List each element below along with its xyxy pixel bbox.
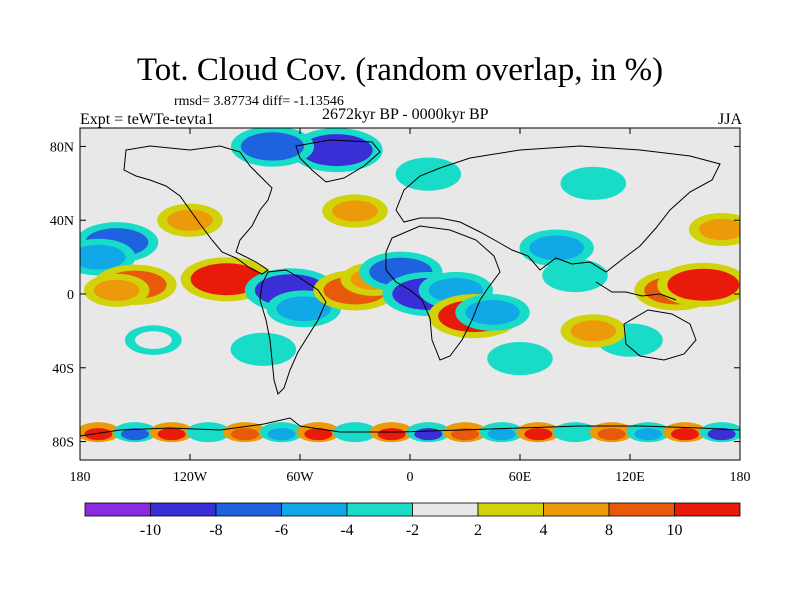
southern-band-cell bbox=[414, 428, 443, 441]
anomaly-region bbox=[80, 244, 126, 270]
colorbar-label: 10 bbox=[667, 522, 683, 539]
colorbar-bin bbox=[346, 502, 413, 517]
southern-band-cell bbox=[231, 428, 259, 441]
lat-tick-label: 80N bbox=[50, 140, 74, 155]
anomaly-region bbox=[190, 263, 263, 296]
southern-band-cell bbox=[451, 428, 479, 441]
colorbar-bin bbox=[477, 502, 544, 517]
lon-tick-label: 180 bbox=[70, 470, 91, 485]
latitude-axis: 80N 40N 0 40S 80S bbox=[50, 140, 740, 451]
southern-band-cell bbox=[597, 428, 626, 441]
colorbar-label: 2 bbox=[474, 522, 482, 539]
colorbar-bin bbox=[150, 502, 217, 517]
anomaly-region bbox=[465, 300, 520, 325]
lat-tick-label: 40N bbox=[50, 214, 74, 229]
southern-band-cell bbox=[377, 428, 406, 441]
coastline-eurasia bbox=[395, 145, 721, 273]
southern-band-cell bbox=[524, 428, 553, 441]
lon-tick-label: 60E bbox=[509, 470, 532, 485]
period-label: 2672kyr BP - 0000kyr BP bbox=[322, 106, 489, 123]
coastline-africa bbox=[385, 225, 501, 361]
coastline-australia bbox=[623, 309, 697, 361]
lon-tick-label: 0 bbox=[407, 470, 414, 485]
coastline-greenland bbox=[295, 139, 381, 183]
anomaly-region bbox=[698, 218, 740, 241]
colorbar-bin bbox=[215, 502, 282, 517]
southern-band-cell bbox=[194, 428, 223, 441]
southern-band-cell bbox=[341, 428, 369, 441]
southern-band-cell bbox=[304, 428, 333, 441]
rmsd-diff-stats: rmsd= 3.87734 diff= -1.13546 bbox=[174, 94, 344, 109]
anomaly-region bbox=[529, 235, 584, 261]
lat-tick-label: 80S bbox=[52, 436, 74, 451]
colorbar-bin bbox=[543, 502, 610, 517]
colorbar-label: -2 bbox=[406, 522, 419, 539]
anomaly-region bbox=[570, 172, 617, 194]
coastline-south-america bbox=[259, 269, 327, 395]
anomaly-region bbox=[167, 209, 213, 231]
lat-tick-label: 0 bbox=[67, 288, 74, 303]
colorbar-bin bbox=[674, 502, 741, 517]
southern-band-cell bbox=[267, 428, 296, 441]
lon-tick-label: 60W bbox=[286, 470, 314, 485]
colorbar-label: 4 bbox=[540, 522, 548, 539]
colorbar-label: -4 bbox=[340, 522, 353, 539]
anomaly-region bbox=[332, 200, 378, 222]
colorbar-label: -8 bbox=[209, 522, 222, 539]
coastline-maritime-continent bbox=[595, 281, 677, 301]
colorbar-bin bbox=[281, 502, 348, 517]
lon-tick-label: 180 bbox=[730, 470, 751, 485]
longitude-axis: 180 120W 60W 0 60E 120E 180 bbox=[70, 128, 751, 485]
lat-tick-label: 40S bbox=[52, 362, 74, 377]
colorbar-bin bbox=[84, 502, 151, 517]
southern-band-cell bbox=[707, 428, 736, 441]
plot-title: Tot. Cloud Cov. (random overlap, in %) bbox=[136, 52, 664, 88]
coastline-north-america bbox=[123, 145, 273, 275]
anomaly-region bbox=[276, 296, 331, 322]
southern-band-cell bbox=[121, 428, 149, 441]
coastlines bbox=[80, 139, 740, 437]
map-panel: 180 120W 60W 0 60E 120E 180 80N 40N 0 40S 80S bbox=[50, 127, 751, 485]
anomaly-region bbox=[497, 347, 543, 370]
anomaly-region bbox=[240, 338, 287, 360]
southern-band-cell bbox=[634, 428, 663, 441]
colorbar-bin bbox=[608, 502, 675, 517]
southern-band-cell bbox=[84, 428, 113, 441]
colorbar-bin bbox=[412, 502, 479, 517]
southern-band-cell bbox=[561, 428, 589, 441]
anomaly-region bbox=[134, 331, 172, 349]
anomaly-field bbox=[80, 128, 740, 443]
anomaly-region bbox=[93, 279, 140, 301]
anomaly-region bbox=[405, 163, 452, 185]
colorbar-label: -6 bbox=[275, 522, 288, 539]
southern-band-cell bbox=[671, 428, 699, 441]
southern-band-cell bbox=[157, 428, 186, 441]
colorbar: -10 -8 -6 -4 -2 2 4 8 10 bbox=[84, 502, 741, 539]
southern-band-cell bbox=[487, 428, 516, 441]
coastline-antarctica bbox=[80, 417, 740, 437]
lon-tick-label: 120W bbox=[173, 470, 208, 485]
colorbar-label: 8 bbox=[605, 522, 613, 539]
colorbar-label: -10 bbox=[140, 522, 161, 539]
anomaly-region bbox=[240, 132, 305, 161]
anomaly-region bbox=[552, 264, 598, 287]
season-label: JJA bbox=[717, 111, 742, 128]
lon-tick-label: 120E bbox=[615, 470, 645, 485]
anomaly-region bbox=[667, 268, 740, 301]
experiment-label: Expt = teWTe-tevta1 bbox=[80, 111, 215, 128]
anomaly-region bbox=[570, 320, 617, 342]
